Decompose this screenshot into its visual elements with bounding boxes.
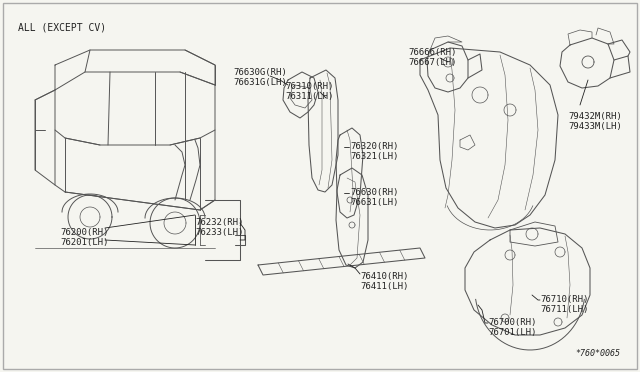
Text: *760*0065: *760*0065: [575, 349, 620, 358]
Text: 76631G(LH): 76631G(LH): [233, 78, 287, 87]
Text: 79433M(LH): 79433M(LH): [568, 122, 621, 131]
Text: 76200(RH): 76200(RH): [60, 228, 108, 237]
Text: 76410(RH): 76410(RH): [360, 272, 408, 281]
Text: 76233(LH): 76233(LH): [195, 228, 243, 237]
Text: 76666(RH): 76666(RH): [408, 48, 456, 57]
Text: 76630G(RH): 76630G(RH): [233, 68, 287, 77]
Text: 76201(LH): 76201(LH): [60, 238, 108, 247]
Text: 76630(RH): 76630(RH): [350, 188, 398, 197]
Text: 76701(LH): 76701(LH): [488, 328, 536, 337]
Text: 76711(LH): 76711(LH): [540, 305, 588, 314]
Text: 76232(RH): 76232(RH): [195, 218, 243, 227]
Text: 76700(RH): 76700(RH): [488, 318, 536, 327]
Text: 76321(LH): 76321(LH): [350, 152, 398, 161]
Text: 76310(RH): 76310(RH): [285, 82, 333, 91]
Text: 76311(LH): 76311(LH): [285, 92, 333, 101]
Text: 76320(RH): 76320(RH): [350, 142, 398, 151]
Text: 76710(RH): 76710(RH): [540, 295, 588, 304]
Text: 76631(LH): 76631(LH): [350, 198, 398, 207]
Text: 76667(LH): 76667(LH): [408, 58, 456, 67]
Text: 79432M(RH): 79432M(RH): [568, 112, 621, 121]
Text: ALL (EXCEPT CV): ALL (EXCEPT CV): [18, 22, 106, 32]
Text: 76411(LH): 76411(LH): [360, 282, 408, 291]
